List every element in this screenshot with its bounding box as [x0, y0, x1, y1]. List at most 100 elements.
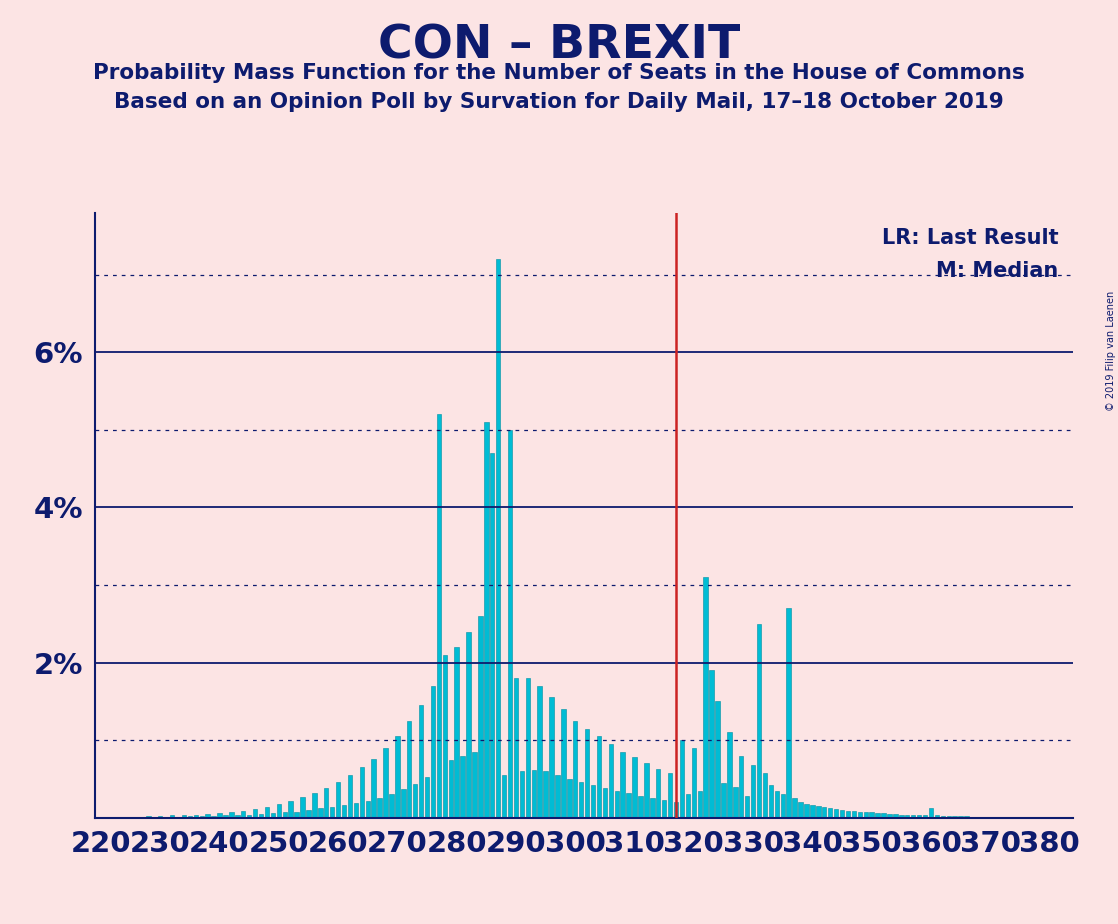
Bar — [650, 797, 654, 818]
Bar — [353, 803, 358, 818]
Bar — [757, 624, 761, 818]
Bar — [811, 806, 815, 818]
Bar — [294, 811, 299, 818]
Bar — [828, 808, 833, 818]
Bar — [893, 814, 898, 818]
Bar — [899, 815, 903, 818]
Bar — [366, 801, 370, 818]
Bar — [603, 788, 607, 818]
Bar — [958, 816, 963, 818]
Bar — [348, 775, 352, 818]
Bar — [858, 811, 862, 818]
Bar — [567, 779, 571, 818]
Bar — [751, 765, 756, 818]
Bar — [685, 795, 690, 818]
Bar — [875, 813, 880, 818]
Bar — [906, 815, 910, 818]
Bar — [929, 808, 934, 818]
Bar — [258, 814, 263, 818]
Bar — [703, 578, 708, 818]
Bar — [461, 756, 465, 818]
Bar — [312, 793, 316, 818]
Bar — [698, 791, 702, 818]
Bar — [775, 791, 779, 818]
Bar — [633, 758, 637, 818]
Bar — [502, 775, 506, 818]
Bar — [211, 816, 216, 818]
Bar — [199, 816, 203, 818]
Bar — [508, 430, 512, 818]
Bar — [608, 744, 613, 818]
Bar — [786, 608, 790, 818]
Bar — [188, 816, 192, 818]
Text: LR: Last Result: LR: Last Result — [882, 227, 1059, 248]
Bar — [182, 815, 187, 818]
Bar — [407, 721, 411, 818]
Bar — [419, 705, 424, 818]
Bar — [330, 807, 334, 818]
Bar — [727, 733, 731, 818]
Bar — [922, 815, 927, 818]
Text: © 2019 Filip van Laenen: © 2019 Filip van Laenen — [1106, 291, 1116, 411]
Bar — [448, 760, 453, 818]
Bar — [804, 804, 808, 818]
Bar — [538, 686, 542, 818]
Bar — [798, 802, 803, 818]
Bar — [644, 763, 648, 818]
Bar — [692, 748, 697, 818]
Bar — [235, 815, 239, 818]
Bar — [335, 782, 340, 818]
Bar — [146, 816, 151, 818]
Bar — [721, 783, 726, 818]
Bar — [342, 806, 347, 818]
Bar — [816, 806, 821, 818]
Bar — [472, 752, 476, 818]
Bar — [793, 798, 797, 818]
Bar — [479, 616, 483, 818]
Bar — [947, 816, 951, 818]
Bar — [193, 815, 198, 818]
Bar — [881, 813, 885, 818]
Bar — [158, 816, 162, 818]
Bar — [514, 678, 519, 818]
Bar — [680, 740, 684, 818]
Bar — [965, 816, 969, 818]
Bar — [739, 756, 743, 818]
Bar — [525, 678, 530, 818]
Bar — [852, 810, 856, 818]
Text: M: Median: M: Median — [937, 261, 1059, 281]
Bar — [579, 782, 584, 818]
Text: Based on an Opinion Poll by Survation for Daily Mail, 17–18 October 2019: Based on an Opinion Poll by Survation fo… — [114, 92, 1004, 113]
Bar — [574, 721, 578, 818]
Bar — [430, 686, 435, 818]
Bar — [769, 785, 774, 818]
Bar — [490, 453, 494, 818]
Bar — [383, 748, 388, 818]
Bar — [301, 796, 305, 818]
Bar — [656, 769, 661, 818]
Bar — [306, 810, 311, 818]
Bar — [556, 775, 560, 818]
Bar — [496, 259, 501, 818]
Bar — [170, 815, 174, 818]
Bar — [425, 777, 429, 818]
Bar — [662, 800, 666, 818]
Bar — [940, 816, 945, 818]
Bar — [265, 807, 269, 818]
Bar — [443, 655, 447, 818]
Bar — [466, 631, 471, 818]
Bar — [888, 814, 892, 818]
Bar — [319, 808, 323, 818]
Bar — [206, 814, 210, 818]
Bar — [229, 811, 234, 818]
Bar — [638, 796, 643, 818]
Bar — [360, 767, 364, 818]
Bar — [911, 815, 916, 818]
Bar — [378, 797, 382, 818]
Bar — [917, 815, 921, 818]
Bar — [620, 752, 625, 818]
Bar — [626, 793, 631, 818]
Bar — [549, 698, 553, 818]
Bar — [733, 786, 738, 818]
Bar — [716, 701, 720, 818]
